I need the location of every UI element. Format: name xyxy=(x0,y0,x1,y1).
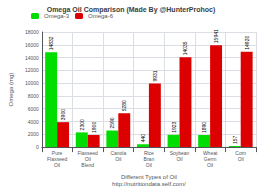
svg-text:Oil: Oil xyxy=(54,162,60,168)
svg-text:Oil: Oil xyxy=(115,156,121,162)
svg-text:Omega Oil Comparison (Made By: Omega Oil Comparison (Made By @HunterPro… xyxy=(47,6,216,14)
svg-text:2590: 2590 xyxy=(109,117,115,128)
svg-text:Pure: Pure xyxy=(51,150,63,157)
svg-text:Omega (mg): Omega (mg) xyxy=(8,73,14,107)
svg-text:14832: 14832 xyxy=(48,36,54,50)
svg-text:Oil: Oil xyxy=(238,156,244,162)
svg-text:Rice: Rice xyxy=(143,150,154,157)
svg-text:Germ: Germ xyxy=(203,156,217,163)
svg-text:Blend: Blend xyxy=(81,162,94,168)
svg-text:1923: 1923 xyxy=(171,121,177,132)
svg-text:Oil: Oil xyxy=(176,156,182,162)
svg-text:Different Types of Oil: Different Types of Oil xyxy=(121,174,177,180)
svg-text:1890: 1890 xyxy=(201,122,207,133)
svg-text:4000: 4000 xyxy=(28,119,39,125)
svg-text:Bran: Bran xyxy=(143,156,155,163)
svg-text:Omega-6: Omega-6 xyxy=(88,13,114,19)
svg-text:Wheat: Wheat xyxy=(202,150,218,157)
svg-text:16000: 16000 xyxy=(25,42,39,48)
svg-text:157: 157 xyxy=(232,136,238,145)
svg-text:6000: 6000 xyxy=(28,106,39,112)
svg-text:0: 0 xyxy=(36,144,39,150)
svg-text:Flaxseed: Flaxseed xyxy=(77,150,98,157)
svg-text:440: 440 xyxy=(140,134,146,143)
svg-text:3900: 3900 xyxy=(60,109,66,120)
svg-text:18000: 18000 xyxy=(25,29,39,35)
svg-text:2300: 2300 xyxy=(79,119,85,130)
svg-text:10000: 10000 xyxy=(25,80,39,86)
svg-text:2000: 2000 xyxy=(28,131,39,137)
svg-text:Omega-3: Omega-3 xyxy=(44,13,70,19)
svg-text:Oil: Oil xyxy=(146,162,152,168)
svg-text:Oil: Oil xyxy=(207,162,213,168)
svg-text:14000: 14000 xyxy=(25,55,39,61)
svg-text:15941: 15941 xyxy=(213,29,219,43)
svg-text:1900: 1900 xyxy=(91,122,97,133)
svg-text:Canola: Canola xyxy=(110,150,127,157)
svg-text:Flaxseed: Flaxseed xyxy=(47,156,68,163)
svg-text:14035: 14035 xyxy=(182,41,188,55)
svg-text:Oil: Oil xyxy=(84,156,91,163)
svg-text:8000: 8000 xyxy=(28,93,39,99)
svg-text:12000: 12000 xyxy=(25,67,39,73)
svg-text:http://nutritiondata.self.com/: http://nutritiondata.self.com/ xyxy=(112,181,186,187)
svg-text:Corn: Corn xyxy=(235,150,247,157)
svg-text:14920: 14920 xyxy=(244,36,250,50)
svg-text:Soybean: Soybean xyxy=(169,150,190,157)
svg-text:9931: 9931 xyxy=(152,70,158,81)
svg-text:5280: 5280 xyxy=(121,100,127,111)
